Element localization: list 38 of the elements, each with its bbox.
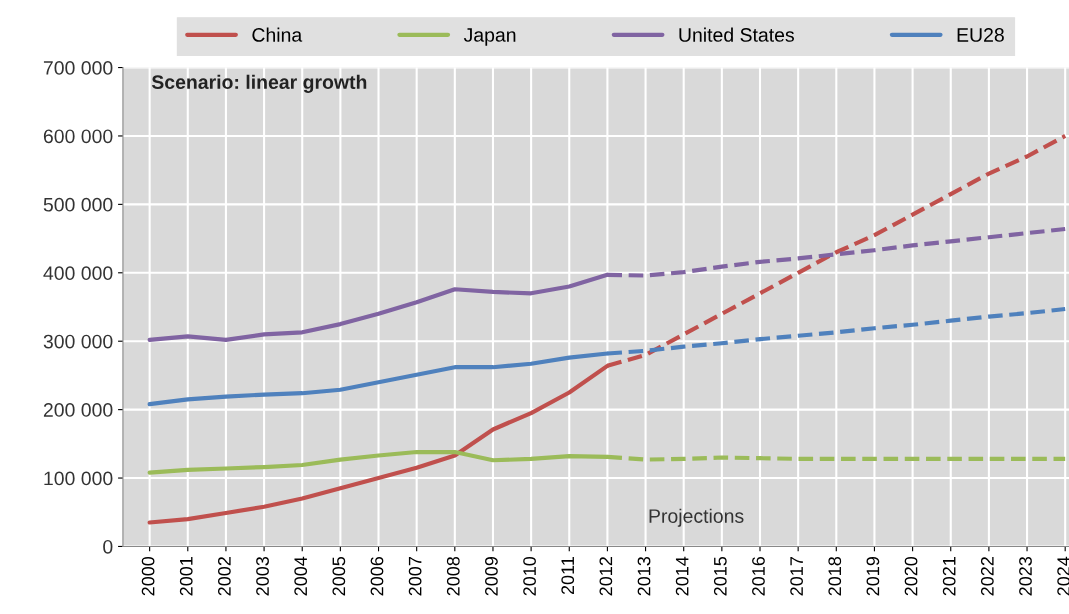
y-tick-label: 0 <box>103 539 113 554</box>
y-tick-label: 700 000 <box>43 61 113 75</box>
legend-label: EU28 <box>957 28 1004 42</box>
x-tick-label: 2013 <box>637 556 651 596</box>
x-tick-label: 2023 <box>1019 556 1032 596</box>
y-tick-label: 400 000 <box>43 266 113 281</box>
x-tick-label: 2016 <box>752 556 765 596</box>
x-tick-label: 2005 <box>332 556 346 596</box>
x-tick-label: 2002 <box>218 557 231 596</box>
y-tick-label: 200 000 <box>43 403 113 417</box>
x-tick-label: 2020 <box>904 556 918 596</box>
legend-label: China <box>252 27 303 42</box>
x-tick-label: 2007 <box>408 557 422 596</box>
x-tick-label: 2010 <box>523 556 536 596</box>
y-tick-label: 600 000 <box>43 129 113 144</box>
x-tick-label: 2019 <box>866 557 880 596</box>
y-tick-label: 100 000 <box>44 471 113 486</box>
x-tick-label: 2021 <box>942 557 956 596</box>
annotation: Projections <box>649 508 744 527</box>
x-tick-label: 2014 <box>675 556 689 596</box>
x-tick-label: 2012 <box>599 557 613 596</box>
annotation: Scenario: linear growth <box>151 74 367 93</box>
x-tick-label: 2011 <box>561 557 575 595</box>
x-tick-label: 2006 <box>370 556 384 596</box>
x-tick-label: 2008 <box>446 556 460 596</box>
legend-label: United States <box>679 27 794 42</box>
x-tick-label: 2000 <box>141 556 155 596</box>
x-tick-label: 2003 <box>256 556 269 596</box>
x-tick-label: 2022 <box>980 557 994 596</box>
x-tick-label: 2018 <box>828 556 842 596</box>
legend-label: Japan <box>463 28 516 46</box>
x-tick-label: 2009 <box>485 557 498 596</box>
x-tick-label: 2015 <box>713 556 727 596</box>
x-tick-label: 2004 <box>294 556 308 596</box>
y-tick-label: 500 000 <box>43 197 113 212</box>
x-tick-label: 2001 <box>179 557 193 596</box>
y-tick-label: 300 000 <box>43 334 113 349</box>
x-tick-label: 2017 <box>790 557 803 596</box>
